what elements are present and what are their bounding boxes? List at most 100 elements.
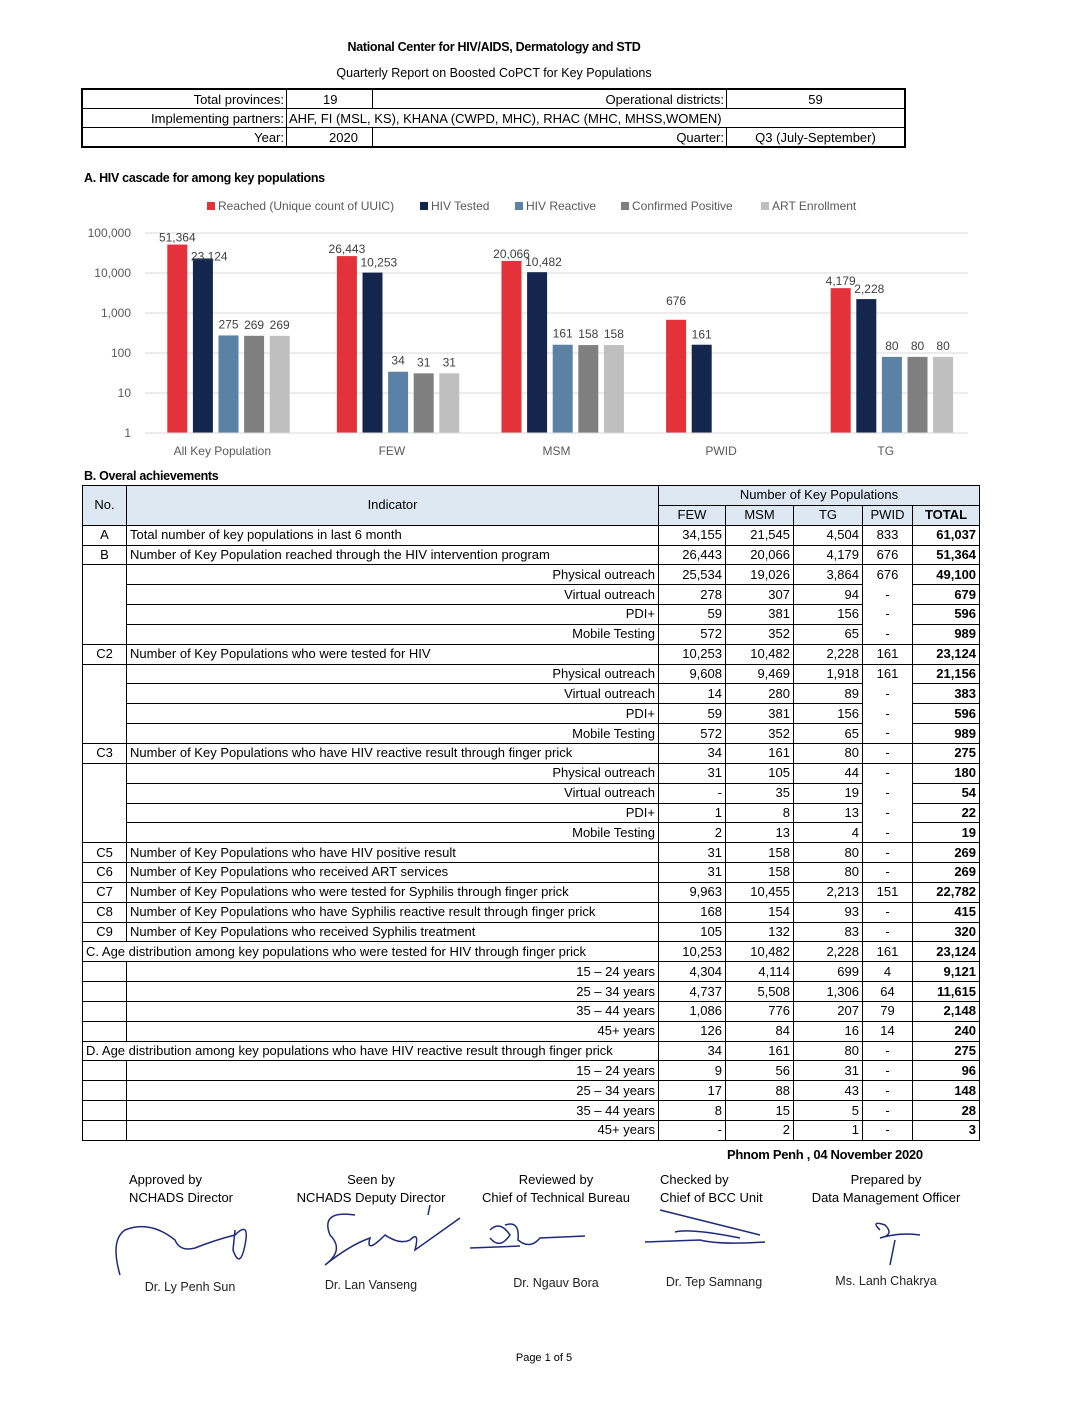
year-value: 2020 [287, 128, 373, 147]
value-pwid: 64 [862, 981, 913, 1002]
no-cell [82, 1100, 127, 1121]
no-cell [82, 1020, 127, 1042]
value-few: 9,963 [658, 881, 726, 903]
value-msm: 158 [725, 862, 794, 883]
bar-msm-0 [501, 260, 522, 433]
indicator-cell: Number of Key Populations who have Syphi… [126, 901, 659, 923]
value-total: 596 [911, 604, 981, 625]
partners-label: Implementing partners: [83, 109, 287, 127]
legend-label: HIV Tested [431, 199, 489, 213]
signature-reviewer [469, 1223, 586, 1249]
signature-director [115, 1225, 247, 1276]
value-total: 275 [911, 1040, 981, 1062]
indicator-cell: Physical outreach [126, 564, 659, 586]
table-row: 45+ years -2 1-3 [82, 1120, 981, 1141]
value-msm: 158 [725, 842, 794, 864]
value-total: 96 [911, 1060, 981, 1082]
indicator-cell: Physical outreach [126, 762, 659, 784]
signatory-name: Dr. Tep Samnang [665, 1275, 763, 1289]
no-cell [82, 683, 127, 704]
value-pwid: - [862, 723, 913, 744]
data-label: 161 [553, 327, 573, 341]
page-number: Page 1 of 5 [515, 1352, 573, 1364]
x-tick-label: FEW [379, 444, 406, 458]
value-total: 11,615 [911, 981, 981, 1002]
value-tg: 4,179 [793, 544, 863, 566]
value-tg: 80 [793, 742, 863, 764]
value-total: 269 [911, 842, 981, 864]
value-tg: 5 [793, 1100, 863, 1121]
value-few: 10,253 [658, 941, 726, 963]
value-pwid: - [862, 1120, 913, 1141]
value-total: 320 [911, 921, 981, 943]
no-cell [82, 1080, 127, 1102]
no-cell: C3 [82, 742, 127, 764]
value-pwid: - [862, 1060, 913, 1082]
no-cell [82, 604, 127, 625]
table-row: 25 – 34 years 17 88 43-148 [82, 1080, 981, 1102]
data-label: 4,179 [826, 274, 856, 288]
value-few: 1,086 [658, 1000, 726, 1022]
bar-all-key-population-4 [269, 335, 290, 433]
header-pwid: PWID [862, 504, 913, 526]
value-total: 269 [911, 862, 981, 883]
value-total: 596 [911, 703, 981, 725]
data-label: 269 [270, 318, 290, 332]
value-few: 126 [658, 1020, 726, 1042]
value-few: 2 [658, 822, 726, 844]
legend-label: Reached (Unique count of UUIC) [218, 199, 394, 213]
report-title: Quarterly Report on Boosted CoPCT for Ke… [336, 66, 652, 80]
value-few: 59 [658, 604, 726, 625]
value-total: 180 [911, 762, 981, 784]
value-msm: 280 [725, 683, 794, 705]
data-label: 34 [391, 354, 405, 368]
value-tg: 19 [793, 782, 863, 804]
value-few: - [658, 782, 726, 804]
bar-tg-0 [830, 288, 851, 433]
table-row: C5 Number of Key Populations who have HIV… [82, 842, 981, 864]
value-total: 383 [911, 683, 981, 705]
table-row: 15 – 24 years 4,304 4,114 699 4 9,121 [82, 961, 981, 983]
value-few: 25,534 [658, 564, 726, 586]
value-pwid: 676 [862, 564, 913, 585]
value-total: 49,100 [911, 564, 981, 586]
table-row: D. Age distribution among key population… [82, 1040, 981, 1062]
signatory-name: Dr. Ly Penh Sun [144, 1280, 236, 1294]
table-row: PDI+ 59 381 156-596 [82, 703, 981, 725]
no-cell: C5 [82, 842, 127, 864]
indicator-cell: C. Age distribution among key population… [82, 941, 659, 963]
bar-pwid-0 [666, 319, 687, 433]
table-row: PDI+ 59 381 156-596 [82, 604, 981, 625]
no-cell [82, 763, 127, 784]
data-label: 23,124 [191, 249, 228, 263]
value-msm: 352 [725, 623, 794, 645]
section-a-heading: A. HIV cascade for among key populations [84, 171, 325, 185]
value-pwid: 161 [862, 643, 913, 665]
value-few: 10,253 [658, 643, 726, 665]
value-pwid: - [862, 803, 913, 823]
value-few: 8 [658, 1100, 726, 1121]
value-pwid: - [862, 604, 913, 625]
bar-tg-2 [881, 356, 902, 433]
indicator-cell: 15 – 24 years [126, 1060, 659, 1082]
value-tg: 13 [793, 802, 863, 824]
table-row: Mobile Testing 2 13 4-19 [82, 822, 981, 844]
y-tick-label: 100,000 [88, 226, 132, 240]
data-label: 20,066 [493, 247, 530, 261]
signatory-title: Chief of BCC Unit [660, 1190, 763, 1205]
indicator-cell: 45+ years [126, 1120, 659, 1141]
value-total: 61,037 [911, 524, 981, 546]
value-msm: 88 [725, 1080, 794, 1102]
value-pwid: - [862, 901, 913, 923]
table-row: 45+ years 126 84 16 14 240 [82, 1020, 981, 1042]
value-tg: 1,918 [793, 663, 863, 685]
table-row: A Total number of key populations in last… [82, 524, 981, 546]
value-msm: 8 [725, 802, 794, 824]
value-pwid: - [862, 842, 913, 864]
year-label: Year: [83, 128, 287, 147]
bar-all-key-population-3 [244, 335, 265, 433]
signatory-4: Prepared by Data Management Officer [796, 1171, 976, 1207]
value-tg: 1,306 [793, 981, 863, 1002]
x-tick-label: PWID [705, 444, 737, 458]
place-date: Phnom Penh , 04 November 2020 [727, 1147, 923, 1162]
